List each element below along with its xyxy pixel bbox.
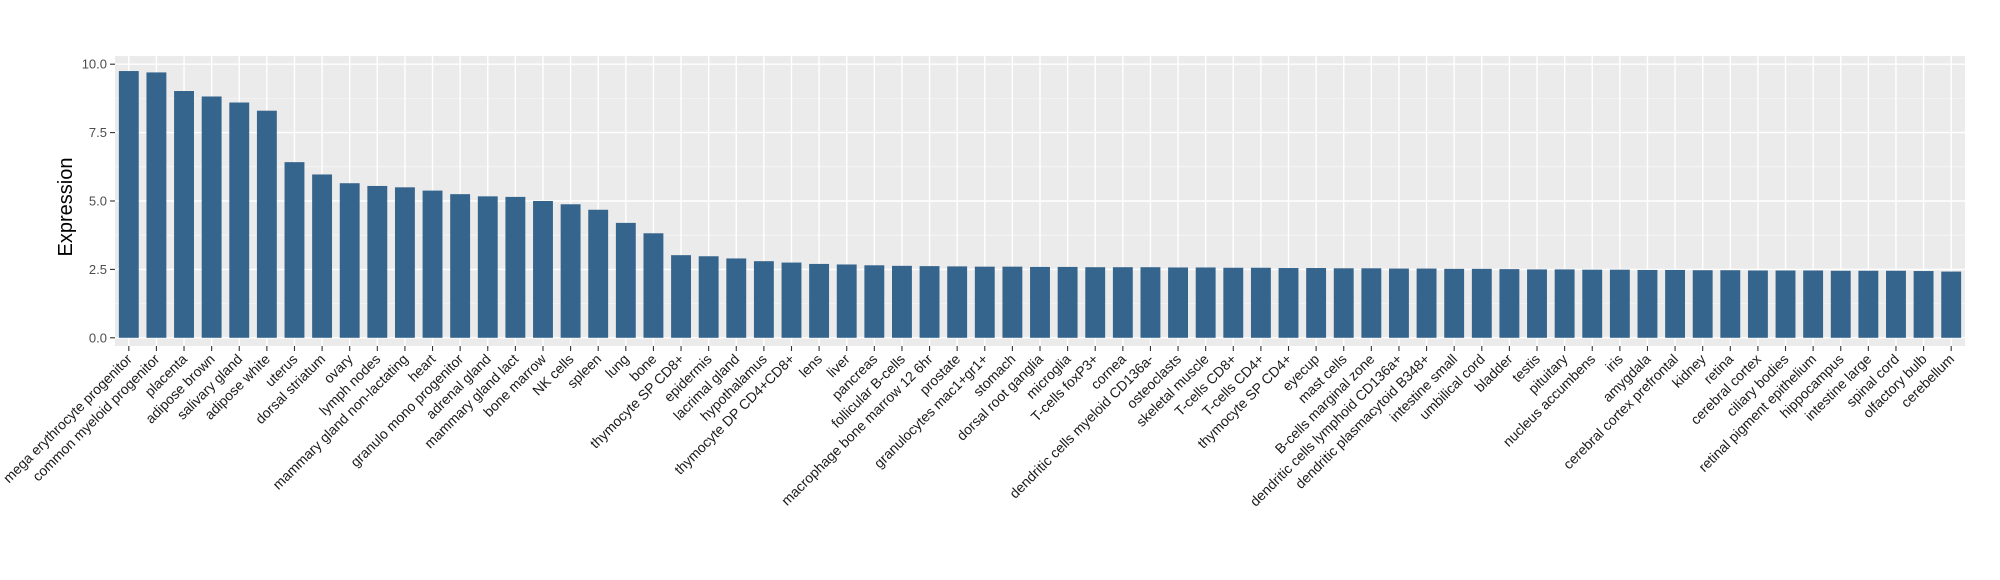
bar [477, 196, 498, 338]
x-tick-label: lung [602, 351, 632, 381]
bar [615, 222, 636, 338]
bar [809, 263, 830, 338]
bar [284, 162, 305, 338]
bar [312, 174, 333, 338]
bar [1747, 270, 1768, 338]
bar [1775, 270, 1796, 338]
bar [1886, 270, 1906, 338]
bar [726, 258, 747, 338]
bar [450, 194, 471, 338]
bar [671, 255, 691, 338]
bar [781, 262, 802, 338]
bar [643, 233, 664, 338]
bar [1333, 268, 1354, 338]
bar [1803, 270, 1824, 338]
bar [1140, 267, 1161, 338]
bar [1223, 267, 1244, 338]
bar [1444, 268, 1465, 338]
bar [1002, 266, 1023, 338]
bar [1278, 268, 1299, 338]
bar [1830, 270, 1851, 338]
bar [1941, 271, 1962, 338]
bar [560, 204, 581, 338]
bar [1195, 267, 1216, 338]
bar [919, 266, 940, 338]
bar [422, 190, 443, 338]
x-tick-label: lens [796, 351, 825, 380]
bar [256, 110, 277, 338]
bar [1057, 266, 1078, 338]
y-tick-label: 5.0 [89, 194, 107, 209]
bar [1168, 267, 1188, 338]
bar [1554, 269, 1575, 338]
y-tick-label: 7.5 [89, 125, 107, 140]
bar [864, 265, 885, 338]
bar [339, 183, 360, 338]
bar [201, 96, 222, 338]
bar [1582, 269, 1603, 338]
bar [1471, 268, 1492, 338]
bar [1609, 269, 1630, 338]
bar [1499, 269, 1520, 338]
bar [1665, 269, 1686, 338]
bar [698, 256, 719, 338]
bar [1030, 266, 1050, 338]
bar [1416, 268, 1437, 338]
y-axis: 0.0 2.5 5.0 7.5 10.0 [82, 57, 115, 345]
bar [974, 266, 995, 338]
bar [1361, 268, 1382, 338]
bar [1250, 267, 1271, 338]
bar [892, 265, 912, 338]
bars [118, 71, 1962, 338]
bar [1858, 270, 1879, 338]
x-tick-label: common myeloid progenitor [29, 351, 163, 485]
bar [836, 264, 857, 338]
bar [174, 91, 194, 338]
y-tick-label: 10.0 [82, 57, 107, 72]
bar [367, 185, 388, 338]
bar [394, 187, 415, 338]
bar [229, 102, 250, 338]
bar [1085, 267, 1106, 338]
y-tick-label: 2.5 [89, 262, 107, 277]
bar [1389, 268, 1409, 338]
bar [1112, 267, 1133, 338]
bar [753, 261, 774, 338]
bar [947, 266, 968, 338]
bar [533, 201, 553, 338]
bar [588, 209, 609, 338]
y-tick-label: 0.0 [89, 330, 107, 345]
y-axis-title: Expression [55, 158, 77, 257]
bar [1720, 270, 1741, 338]
bar [1306, 268, 1327, 338]
bar [505, 196, 526, 338]
bar [118, 71, 139, 338]
bar [1913, 271, 1934, 338]
bar [146, 72, 167, 338]
bar [1637, 269, 1658, 338]
x-tick-label: mega erythrocyte progenitor [0, 351, 135, 486]
bar [1527, 269, 1547, 338]
bar [1692, 270, 1713, 338]
